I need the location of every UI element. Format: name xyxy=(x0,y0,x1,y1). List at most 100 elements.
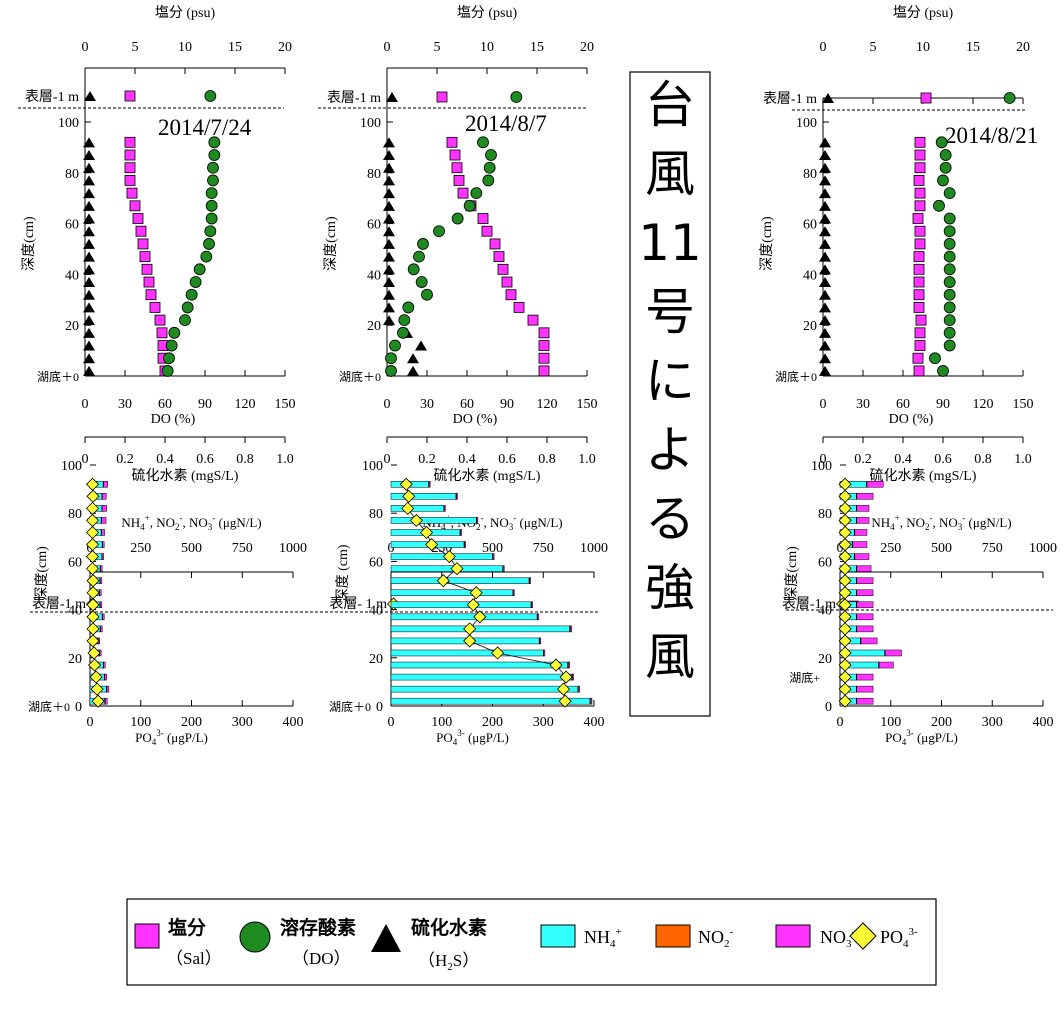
po4-tick-label: 300 xyxy=(232,715,253,730)
h2s-point xyxy=(383,226,395,237)
do-point xyxy=(510,91,523,103)
po4-point xyxy=(838,525,852,540)
do-point xyxy=(193,263,206,276)
po4-point xyxy=(85,537,100,552)
do-point xyxy=(385,365,397,377)
salinity-point xyxy=(141,263,153,275)
legend-no3-marker xyxy=(775,924,811,948)
po4-point xyxy=(399,477,413,491)
salinity-tick-label: 15 xyxy=(530,40,544,55)
depth-tick-label: 40 xyxy=(65,268,79,283)
depth-zero-label: 0 xyxy=(376,700,383,715)
po4-tick-label: 300 xyxy=(982,715,1003,730)
depth-tick-label: 60 xyxy=(369,555,383,570)
h2s-point xyxy=(383,137,395,148)
legend-no2-label: NO2- xyxy=(698,926,734,950)
no3-bar xyxy=(570,625,572,633)
n-tick-label: 0 xyxy=(388,541,395,556)
profile-chart-2014-7-24: 塩分 (psu) 0 5 10 15 20 20 40 60 80 100 湖底＋0 深度(cm) 表層-… xyxy=(18,5,296,484)
salinity-point xyxy=(914,162,926,174)
legend-po4-label: PO43- xyxy=(880,926,918,950)
do-point xyxy=(470,187,483,200)
h2s-tick-label: 0.4 xyxy=(458,452,476,467)
no3-bar xyxy=(860,637,878,645)
typhoon-banner-box xyxy=(629,71,711,717)
h2s-point xyxy=(383,150,395,161)
n-axis-title: NH4+, NO2-, NO3- (μgN/L) xyxy=(121,513,261,532)
salinity-point xyxy=(449,149,461,161)
po4-point xyxy=(838,622,852,636)
salinity-point xyxy=(527,314,539,326)
depth-axis-title: 深度(cm) xyxy=(759,216,775,271)
depth-axis-title: 深度(cm) xyxy=(21,216,37,271)
no3-bar xyxy=(529,577,531,584)
date-label: 2014/8/7 xyxy=(465,111,547,136)
n-tick-label: 250 xyxy=(130,541,151,556)
h2s-point xyxy=(83,251,95,262)
no3-bar xyxy=(856,613,874,621)
depth-tick-label: 60 xyxy=(65,218,79,233)
bottom-label: 湖底+ xyxy=(789,670,820,685)
salinity-tick-label: 5 xyxy=(434,40,441,55)
po4-point xyxy=(401,501,415,515)
salinity-axis-title: 塩分 (psu) xyxy=(457,5,518,21)
do-point xyxy=(398,314,411,327)
do-tick-label: 60 xyxy=(460,397,474,412)
h2s-tick-label: 0 xyxy=(384,452,391,467)
do-point xyxy=(933,199,945,212)
salinity-point xyxy=(489,238,501,250)
do-point xyxy=(939,149,952,161)
salinity-point xyxy=(513,302,525,313)
legend-h2s-marker xyxy=(371,924,401,952)
do-point xyxy=(937,365,949,377)
h2s-point xyxy=(383,200,395,211)
salinity-tick-label: 10 xyxy=(916,40,930,55)
h2s-tick-label: 1.0 xyxy=(276,452,294,467)
do-tick-label: 120 xyxy=(973,397,994,412)
h2s-tick-label: 0.8 xyxy=(538,452,556,467)
depth-tick-label: 80 xyxy=(818,507,832,522)
do-tick-label: 150 xyxy=(577,397,598,412)
h2s-point xyxy=(383,175,395,186)
po4-point xyxy=(402,489,416,503)
do-point xyxy=(417,238,429,250)
no3-bar xyxy=(856,517,870,524)
salinity-point xyxy=(538,352,550,364)
po4-tick-label: 0 xyxy=(837,715,844,730)
po4-point xyxy=(85,525,100,540)
no3-bar xyxy=(100,565,103,572)
legend-h2s-sub-text: （H xyxy=(418,951,447,970)
po4-point xyxy=(838,610,852,624)
do-point xyxy=(937,174,949,187)
no3-bar xyxy=(100,625,103,633)
salinity-point xyxy=(451,162,463,174)
po4-point xyxy=(473,610,487,624)
no3-bar xyxy=(104,697,108,705)
h2s-axis-title: 硫化水素 (mgS/L) xyxy=(434,468,541,484)
h2s-point xyxy=(819,327,831,338)
salinity-point xyxy=(493,251,505,263)
po4-point xyxy=(86,586,100,600)
depth-tick-label: 100 xyxy=(362,459,383,474)
h2s-point xyxy=(407,365,419,376)
salinity-point xyxy=(132,213,144,224)
h2s-point xyxy=(819,200,831,211)
depth-axis-title: 深度(cm) xyxy=(34,546,50,601)
bottom-label: 湖底＋0 xyxy=(28,699,70,714)
po4-point xyxy=(838,574,852,588)
do-point xyxy=(935,136,948,149)
po4-tick-label: 400 xyxy=(1033,715,1054,730)
n-tick-label: 1000 xyxy=(580,541,608,556)
do-point xyxy=(1003,92,1016,104)
do-tick-label: 150 xyxy=(275,397,296,412)
salinity-point xyxy=(915,314,927,326)
no3-bar xyxy=(101,553,105,560)
bottom-label: 湖底＋0 xyxy=(339,369,381,384)
depth-tick-label: 100 xyxy=(796,116,817,131)
salinity-point xyxy=(139,251,151,263)
po4-point xyxy=(86,489,100,503)
legend-do-label: 溶存酸素 xyxy=(280,916,356,939)
po4-point xyxy=(87,646,101,660)
do-tick-label: 90 xyxy=(936,397,950,412)
